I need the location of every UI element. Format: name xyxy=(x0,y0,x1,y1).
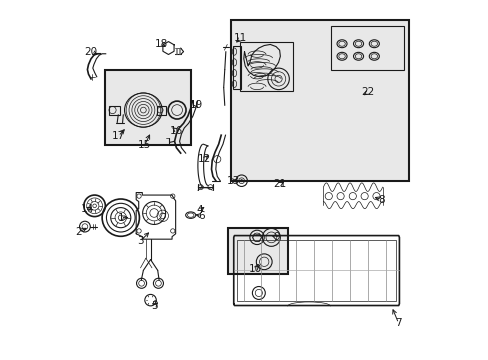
Bar xyxy=(240,41,293,91)
Text: 8: 8 xyxy=(377,195,384,205)
Text: 9: 9 xyxy=(273,232,280,242)
Bar xyxy=(233,45,241,89)
Text: 10: 10 xyxy=(248,264,261,274)
Text: 21: 21 xyxy=(272,179,285,189)
Bar xyxy=(104,69,191,145)
Text: 14: 14 xyxy=(81,204,94,215)
Text: 3: 3 xyxy=(137,236,143,246)
Text: 1: 1 xyxy=(117,213,124,222)
Text: 16: 16 xyxy=(169,126,183,135)
Text: 17: 17 xyxy=(111,131,124,141)
Bar xyxy=(230,21,408,181)
Text: 19: 19 xyxy=(189,100,203,111)
Bar xyxy=(228,228,287,274)
Bar xyxy=(109,106,120,115)
Text: 5: 5 xyxy=(150,301,157,311)
Text: 11: 11 xyxy=(234,33,247,43)
Circle shape xyxy=(240,180,242,182)
Text: 7: 7 xyxy=(395,319,401,328)
Bar xyxy=(156,106,165,115)
Text: 2: 2 xyxy=(75,227,82,237)
Text: 15: 15 xyxy=(138,140,151,150)
Text: 4: 4 xyxy=(196,206,203,216)
Bar xyxy=(330,26,403,69)
Text: 22: 22 xyxy=(361,87,374,97)
Text: 6: 6 xyxy=(198,211,204,221)
Text: 13: 13 xyxy=(226,176,239,186)
Text: 20: 20 xyxy=(84,46,98,57)
Bar xyxy=(237,240,395,301)
Text: 18: 18 xyxy=(154,40,167,49)
Text: 12: 12 xyxy=(197,154,210,164)
